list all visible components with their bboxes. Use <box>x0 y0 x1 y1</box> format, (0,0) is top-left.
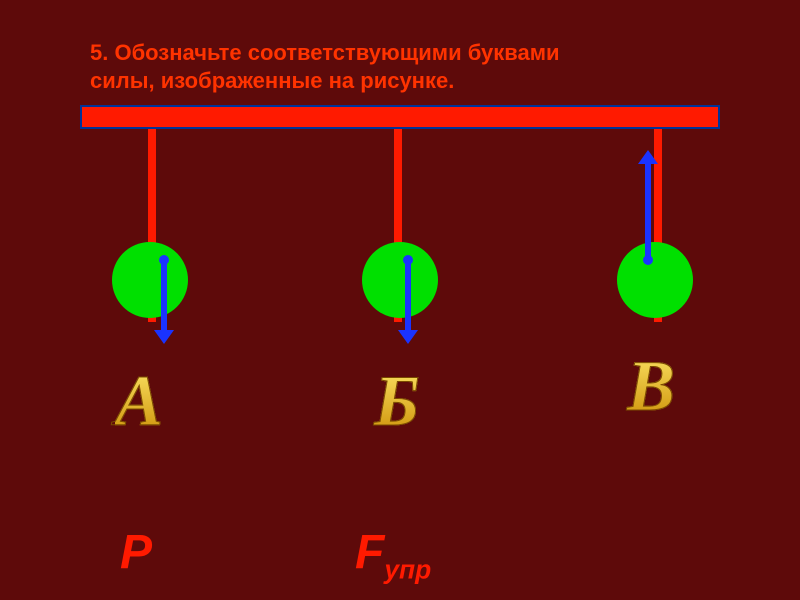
support-bar <box>80 105 720 129</box>
force-arrow-head-B <box>398 330 418 344</box>
answer-label-1: Fупр <box>355 525 431 586</box>
force-arrow-line-B <box>405 260 411 332</box>
ball-B <box>362 242 438 318</box>
question-title-line2: силы, изображенные на рисунке. <box>90 68 454 94</box>
ball-V <box>617 242 693 318</box>
force-arrow-origin-V <box>643 255 653 265</box>
label-letter-0: А <box>115 360 163 443</box>
ball-A <box>112 242 188 318</box>
force-arrow-origin-A <box>159 255 169 265</box>
answer-main-0: P <box>120 526 152 579</box>
force-arrow-head-V <box>638 150 658 164</box>
force-arrow-line-V <box>645 162 651 260</box>
force-arrow-head-A <box>154 330 174 344</box>
force-arrow-origin-B <box>403 255 413 265</box>
label-letter-1: Б <box>374 360 420 443</box>
answer-sub-1: упр <box>384 555 431 585</box>
force-arrow-line-A <box>161 260 167 332</box>
label-letter-2: В <box>627 345 675 428</box>
answer-main-1: F <box>355 526 384 579</box>
question-title-line1: 5. Обозначьте соответствующими буквами <box>90 40 560 66</box>
answer-label-0: P <box>120 525 152 580</box>
